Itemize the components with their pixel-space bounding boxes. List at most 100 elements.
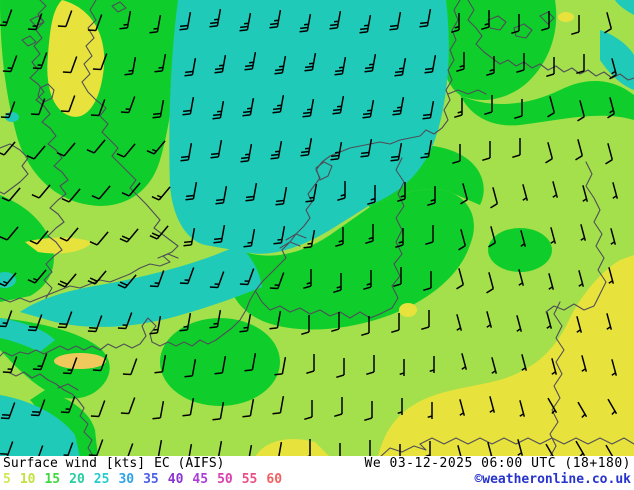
wind-barb [209, 8, 222, 28]
wind-barb [366, 355, 375, 376]
border-france-belgium [255, 291, 393, 319]
wind-barb [363, 270, 372, 291]
wind-barb [90, 400, 106, 418]
copyright-link[interactable]: ©weatheronline.co.uk [474, 472, 631, 487]
wind-barb [244, 352, 257, 372]
wind-barb [330, 141, 343, 161]
region-channel-west-teal-spot [0, 272, 16, 288]
model-label: EC (AIFS) [154, 456, 225, 471]
region-atlantic-teal [0, 318, 55, 352]
wind-barb [454, 98, 463, 119]
wind-barb [607, 398, 618, 416]
wind-barb [490, 187, 499, 209]
wind-barb [2, 55, 18, 73]
wind-barb [576, 54, 585, 75]
wind-barb [511, 14, 520, 35]
wind-barb [63, 442, 74, 457]
wind-barb [57, 311, 73, 329]
wind-barb [395, 228, 404, 249]
wind-barb [331, 312, 340, 333]
wind-barb [334, 56, 347, 76]
wind-barb [122, 358, 138, 376]
wind-barb [488, 226, 497, 248]
border-germany-czech [545, 161, 607, 313]
wind-barb [607, 97, 616, 119]
wind-barb [359, 14, 372, 34]
wind-barb [214, 355, 227, 375]
wind-barb [119, 228, 139, 243]
wind-barb [456, 268, 465, 290]
wind-barb [60, 396, 76, 414]
map-title: Surface wind [kts] EC (AIFS) [3, 456, 234, 471]
wind-barb [179, 11, 192, 31]
wind-barb [609, 58, 618, 80]
caption-row-2: 5 10 15 20 25 30 35 40 45 50 55 60 ©weatheronline.c… [0, 472, 634, 488]
wind-barb [0, 402, 16, 420]
wind-barb [571, 15, 580, 36]
wind-barb [360, 138, 373, 158]
region-central-germany-green-spot [488, 228, 552, 272]
wind-barb [149, 270, 165, 288]
wind-barb [31, 184, 51, 199]
wind-barb [423, 271, 432, 292]
wind-barb [119, 10, 132, 30]
wind-barb [120, 96, 136, 114]
wind-barb [332, 95, 345, 115]
wind-barb [62, 56, 78, 74]
wind-barb [393, 267, 402, 288]
wind-barb [427, 186, 436, 207]
wind-barb [151, 186, 171, 201]
wind-barb [87, 315, 103, 333]
wind-barb [183, 227, 196, 247]
wind-barb [521, 354, 528, 371]
wind-barb [154, 354, 167, 374]
wind-barb [420, 139, 433, 159]
wind-barb [121, 182, 141, 197]
wind-barb [605, 444, 614, 457]
wind-barb [392, 96, 405, 116]
wind-barb [334, 397, 343, 418]
border-germany-austria [419, 437, 634, 445]
wind-barb [576, 316, 583, 333]
wind-barb [0, 9, 13, 27]
region-germany-yellow-spot [399, 303, 417, 317]
wind-barb [62, 357, 78, 375]
wind-barb [27, 13, 43, 31]
wind-barb [61, 188, 81, 203]
windfield-20-25kt-regions [0, 0, 634, 457]
wind-barb [239, 12, 252, 32]
wind-barb [275, 186, 288, 206]
wind-barb [273, 225, 286, 245]
legend-value: 15 [44, 472, 61, 487]
wind-map-image [0, 0, 634, 457]
wind-barb [149, 315, 162, 335]
wind-barb [419, 8, 432, 28]
legend-value: 55 [241, 472, 258, 487]
wind-barb [2, 356, 18, 374]
legend-value: 10 [19, 472, 36, 487]
wind-barb [301, 315, 310, 336]
wind-barb [512, 138, 521, 159]
wind-barb [482, 141, 491, 162]
wind-barb [424, 54, 437, 74]
wind-barb [274, 356, 287, 376]
coastline-dutch-delta [279, 233, 307, 249]
legend-value: 40 [167, 472, 184, 487]
caption-row-1: Surface wind [kts] EC (AIFS) We 03-12-2025… [0, 456, 634, 472]
wind-barb [456, 52, 465, 73]
border-germany-switzerland [379, 443, 427, 457]
wind-barb [269, 272, 285, 290]
legend-value: 30 [118, 472, 135, 487]
wind-barb [87, 14, 103, 32]
wind-barb [546, 312, 553, 329]
wind-barb [491, 357, 498, 374]
wind-barb [577, 401, 588, 419]
wind-barb [575, 139, 584, 161]
border-germany-denmark [447, 89, 487, 95]
wind-barb [299, 13, 312, 33]
wind-barb [60, 95, 76, 113]
wind-barb [489, 396, 496, 413]
wind-barb [0, 310, 13, 328]
wind-barb [550, 227, 557, 244]
wind-barb [92, 53, 108, 71]
